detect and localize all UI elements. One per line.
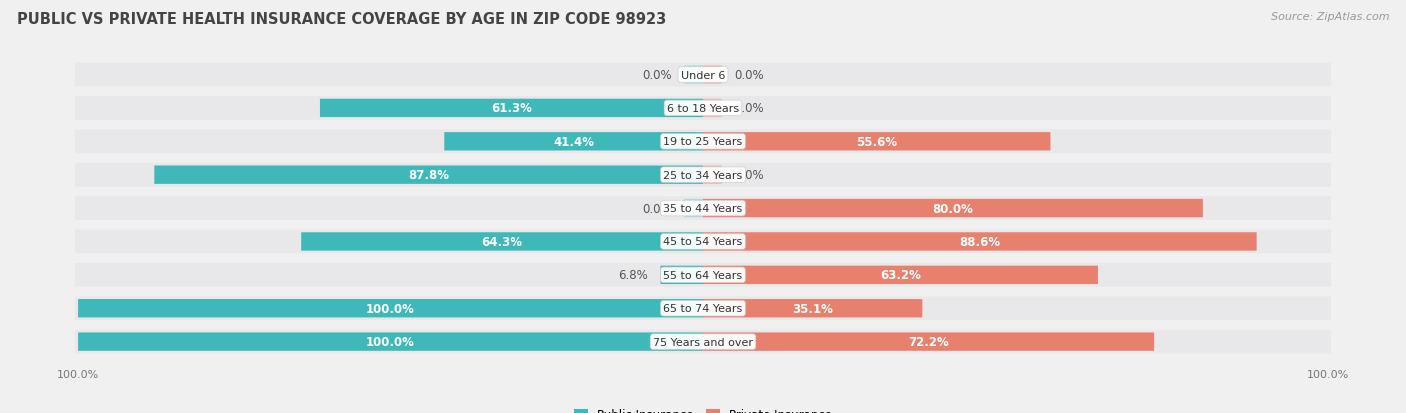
Text: 0.0%: 0.0% bbox=[643, 69, 672, 82]
Text: 65 to 74 Years: 65 to 74 Years bbox=[664, 304, 742, 313]
Text: 35 to 44 Years: 35 to 44 Years bbox=[664, 204, 742, 214]
Text: 87.8%: 87.8% bbox=[408, 169, 449, 182]
Text: Under 6: Under 6 bbox=[681, 70, 725, 80]
FancyBboxPatch shape bbox=[703, 66, 721, 85]
FancyBboxPatch shape bbox=[685, 199, 703, 218]
FancyBboxPatch shape bbox=[703, 133, 1050, 151]
Text: 41.4%: 41.4% bbox=[553, 135, 595, 148]
Text: 6 to 18 Years: 6 to 18 Years bbox=[666, 104, 740, 114]
FancyBboxPatch shape bbox=[703, 100, 721, 118]
Legend: Public Insurance, Private Insurance: Public Insurance, Private Insurance bbox=[569, 404, 837, 413]
FancyBboxPatch shape bbox=[703, 166, 721, 185]
FancyBboxPatch shape bbox=[703, 332, 1154, 351]
Text: 55.6%: 55.6% bbox=[856, 135, 897, 148]
Text: 80.0%: 80.0% bbox=[932, 202, 973, 215]
FancyBboxPatch shape bbox=[75, 330, 1331, 354]
Text: 0.0%: 0.0% bbox=[643, 202, 672, 215]
FancyBboxPatch shape bbox=[661, 266, 703, 284]
Text: 88.6%: 88.6% bbox=[959, 235, 1001, 248]
FancyBboxPatch shape bbox=[155, 166, 703, 185]
Text: 25 to 34 Years: 25 to 34 Years bbox=[664, 170, 742, 180]
FancyBboxPatch shape bbox=[75, 263, 1331, 287]
FancyBboxPatch shape bbox=[75, 64, 1331, 87]
Text: 64.3%: 64.3% bbox=[482, 235, 523, 248]
Text: 6.8%: 6.8% bbox=[619, 269, 648, 282]
Text: 61.3%: 61.3% bbox=[491, 102, 531, 115]
FancyBboxPatch shape bbox=[75, 230, 1331, 254]
Text: Source: ZipAtlas.com: Source: ZipAtlas.com bbox=[1271, 12, 1389, 22]
FancyBboxPatch shape bbox=[75, 97, 1331, 121]
FancyBboxPatch shape bbox=[75, 164, 1331, 187]
FancyBboxPatch shape bbox=[703, 299, 922, 318]
Text: 0.0%: 0.0% bbox=[734, 102, 763, 115]
Text: 55 to 64 Years: 55 to 64 Years bbox=[664, 270, 742, 280]
FancyBboxPatch shape bbox=[444, 133, 703, 151]
Text: 35.1%: 35.1% bbox=[792, 302, 834, 315]
FancyBboxPatch shape bbox=[685, 66, 703, 85]
FancyBboxPatch shape bbox=[703, 233, 1257, 251]
Text: PUBLIC VS PRIVATE HEALTH INSURANCE COVERAGE BY AGE IN ZIP CODE 98923: PUBLIC VS PRIVATE HEALTH INSURANCE COVER… bbox=[17, 12, 666, 27]
Text: 75 Years and over: 75 Years and over bbox=[652, 337, 754, 347]
FancyBboxPatch shape bbox=[703, 266, 1098, 284]
Text: 0.0%: 0.0% bbox=[734, 69, 763, 82]
FancyBboxPatch shape bbox=[75, 297, 1331, 320]
Text: 63.2%: 63.2% bbox=[880, 269, 921, 282]
Text: 72.2%: 72.2% bbox=[908, 335, 949, 348]
Text: 45 to 54 Years: 45 to 54 Years bbox=[664, 237, 742, 247]
FancyBboxPatch shape bbox=[79, 332, 703, 351]
FancyBboxPatch shape bbox=[301, 233, 703, 251]
FancyBboxPatch shape bbox=[79, 299, 703, 318]
Text: 19 to 25 Years: 19 to 25 Years bbox=[664, 137, 742, 147]
Text: 100.0%: 100.0% bbox=[366, 302, 415, 315]
Text: 0.0%: 0.0% bbox=[734, 169, 763, 182]
FancyBboxPatch shape bbox=[703, 199, 1204, 218]
Text: 100.0%: 100.0% bbox=[366, 335, 415, 348]
FancyBboxPatch shape bbox=[321, 100, 703, 118]
FancyBboxPatch shape bbox=[75, 130, 1331, 154]
FancyBboxPatch shape bbox=[75, 197, 1331, 221]
